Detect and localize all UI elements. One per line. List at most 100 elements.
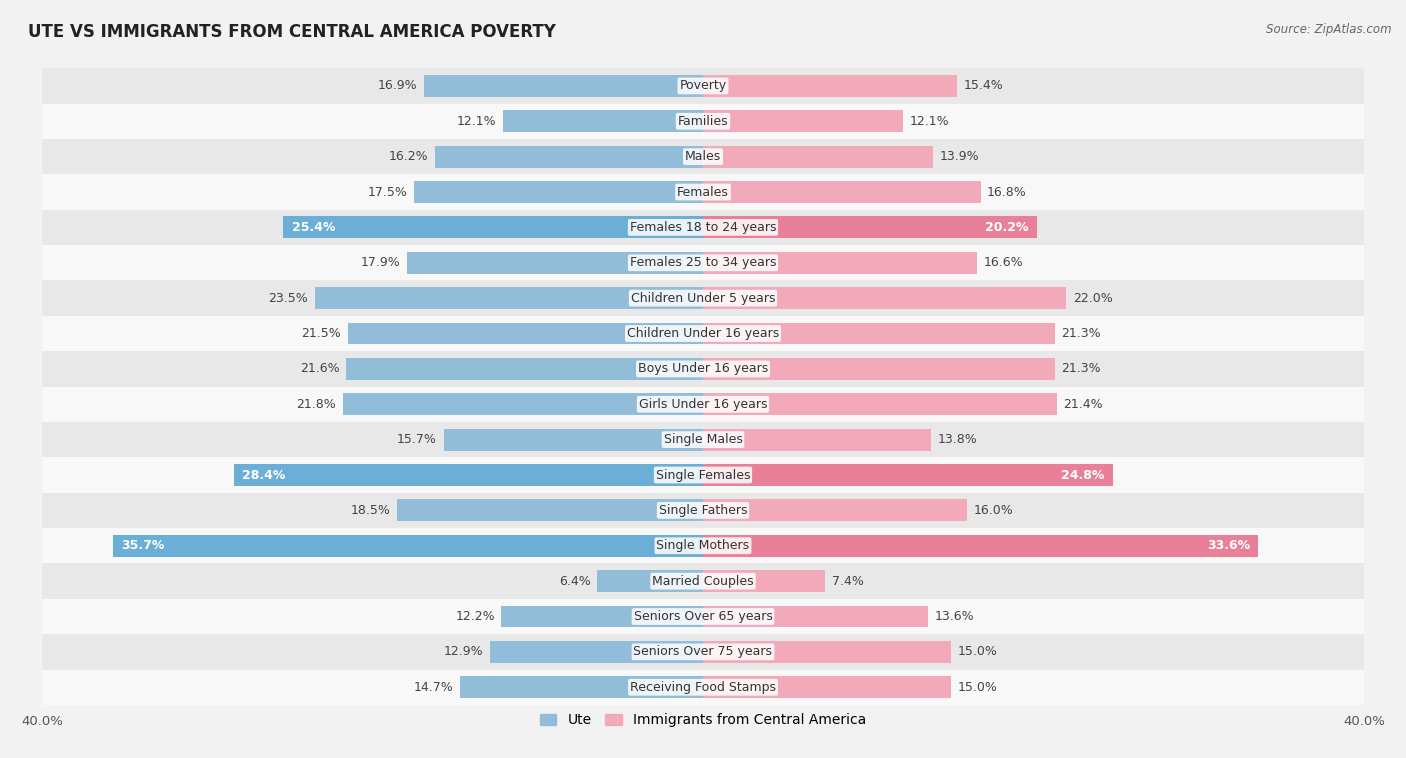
- Text: 16.8%: 16.8%: [987, 186, 1026, 199]
- Bar: [42, 528, 1364, 563]
- Bar: [703, 535, 1258, 556]
- Bar: [42, 351, 1364, 387]
- Text: Seniors Over 65 years: Seniors Over 65 years: [634, 610, 772, 623]
- Text: 16.9%: 16.9%: [378, 80, 418, 92]
- Bar: [42, 457, 1364, 493]
- Text: Children Under 5 years: Children Under 5 years: [631, 292, 775, 305]
- Bar: [703, 641, 950, 662]
- Bar: [42, 599, 1364, 634]
- Text: Married Couples: Married Couples: [652, 575, 754, 587]
- Text: 13.6%: 13.6%: [934, 610, 974, 623]
- Bar: [42, 387, 1364, 422]
- Text: UTE VS IMMIGRANTS FROM CENTRAL AMERICA POVERTY: UTE VS IMMIGRANTS FROM CENTRAL AMERICA P…: [28, 23, 555, 41]
- Bar: [703, 570, 825, 592]
- Text: 12.1%: 12.1%: [910, 114, 949, 128]
- Bar: [423, 75, 703, 97]
- Bar: [703, 252, 977, 274]
- Bar: [42, 493, 1364, 528]
- Text: 23.5%: 23.5%: [269, 292, 308, 305]
- Bar: [703, 358, 1054, 380]
- Text: 13.8%: 13.8%: [938, 433, 977, 446]
- Bar: [598, 570, 703, 592]
- Bar: [703, 323, 1054, 344]
- Bar: [347, 323, 703, 344]
- Text: 21.8%: 21.8%: [297, 398, 336, 411]
- Text: 22.0%: 22.0%: [1073, 292, 1112, 305]
- Bar: [42, 422, 1364, 457]
- Bar: [42, 634, 1364, 669]
- Bar: [413, 181, 703, 203]
- Bar: [42, 280, 1364, 316]
- Text: 15.0%: 15.0%: [957, 681, 997, 694]
- Text: Single Mothers: Single Mothers: [657, 539, 749, 553]
- Bar: [233, 464, 703, 486]
- Bar: [703, 111, 903, 132]
- Text: 21.3%: 21.3%: [1062, 362, 1101, 375]
- Text: Females 18 to 24 years: Females 18 to 24 years: [630, 221, 776, 234]
- Bar: [42, 245, 1364, 280]
- Text: Receiving Food Stamps: Receiving Food Stamps: [630, 681, 776, 694]
- Bar: [444, 429, 703, 450]
- Text: Poverty: Poverty: [679, 80, 727, 92]
- Text: 17.9%: 17.9%: [361, 256, 401, 269]
- Bar: [114, 535, 703, 556]
- Text: 6.4%: 6.4%: [560, 575, 591, 587]
- Text: 17.5%: 17.5%: [367, 186, 408, 199]
- Bar: [398, 500, 703, 522]
- Bar: [703, 676, 950, 698]
- Text: Single Males: Single Males: [664, 433, 742, 446]
- Bar: [489, 641, 703, 662]
- Text: Children Under 16 years: Children Under 16 years: [627, 327, 779, 340]
- Bar: [408, 252, 703, 274]
- Bar: [315, 287, 703, 309]
- Text: Males: Males: [685, 150, 721, 163]
- Text: 7.4%: 7.4%: [832, 575, 863, 587]
- Text: Single Fathers: Single Fathers: [659, 504, 747, 517]
- Text: 33.6%: 33.6%: [1206, 539, 1250, 553]
- Text: 12.2%: 12.2%: [456, 610, 495, 623]
- Text: Families: Families: [678, 114, 728, 128]
- Bar: [42, 669, 1364, 705]
- Text: Seniors Over 75 years: Seniors Over 75 years: [634, 645, 772, 659]
- Bar: [346, 358, 703, 380]
- Bar: [703, 606, 928, 628]
- Bar: [343, 393, 703, 415]
- Bar: [703, 146, 932, 168]
- Text: Source: ZipAtlas.com: Source: ZipAtlas.com: [1267, 23, 1392, 36]
- Text: 21.6%: 21.6%: [299, 362, 339, 375]
- Text: Girls Under 16 years: Girls Under 16 years: [638, 398, 768, 411]
- Bar: [42, 174, 1364, 210]
- Text: 15.7%: 15.7%: [396, 433, 437, 446]
- Text: Females: Females: [678, 186, 728, 199]
- Bar: [42, 210, 1364, 245]
- Bar: [703, 500, 967, 522]
- Bar: [703, 287, 1066, 309]
- Bar: [703, 393, 1056, 415]
- Text: 21.3%: 21.3%: [1062, 327, 1101, 340]
- Text: 21.4%: 21.4%: [1063, 398, 1102, 411]
- Text: Single Females: Single Females: [655, 468, 751, 481]
- Text: 18.5%: 18.5%: [352, 504, 391, 517]
- Bar: [703, 181, 980, 203]
- Bar: [284, 217, 703, 238]
- Text: 15.4%: 15.4%: [965, 80, 1004, 92]
- Text: Females 25 to 34 years: Females 25 to 34 years: [630, 256, 776, 269]
- Text: 16.0%: 16.0%: [974, 504, 1014, 517]
- Bar: [42, 316, 1364, 351]
- Text: 13.9%: 13.9%: [939, 150, 979, 163]
- Text: 14.7%: 14.7%: [413, 681, 454, 694]
- Bar: [42, 563, 1364, 599]
- Bar: [42, 104, 1364, 139]
- Bar: [436, 146, 703, 168]
- Text: 16.2%: 16.2%: [389, 150, 429, 163]
- Text: 21.5%: 21.5%: [301, 327, 342, 340]
- Text: 24.8%: 24.8%: [1062, 468, 1105, 481]
- Text: 25.4%: 25.4%: [291, 221, 335, 234]
- Text: 12.9%: 12.9%: [444, 645, 484, 659]
- Text: 35.7%: 35.7%: [121, 539, 165, 553]
- Bar: [503, 111, 703, 132]
- Bar: [703, 217, 1036, 238]
- Text: 16.6%: 16.6%: [984, 256, 1024, 269]
- Bar: [502, 606, 703, 628]
- Bar: [703, 429, 931, 450]
